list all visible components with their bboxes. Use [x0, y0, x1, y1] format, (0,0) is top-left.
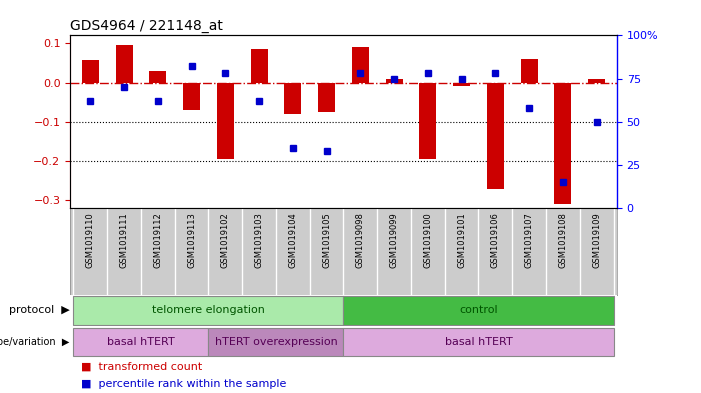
Text: control: control [459, 305, 498, 316]
Text: ■  percentile rank within the sample: ■ percentile rank within the sample [81, 379, 287, 389]
Text: GSM1019101: GSM1019101 [457, 213, 466, 268]
Text: GSM1019098: GSM1019098 [356, 213, 365, 268]
Bar [453, 83, 470, 86]
Bar [82, 60, 99, 83]
Text: GDS4964 / 221148_at: GDS4964 / 221148_at [70, 19, 223, 33]
Text: GSM1019105: GSM1019105 [322, 213, 331, 268]
Text: GSM1019107: GSM1019107 [524, 213, 533, 268]
Text: GSM1019100: GSM1019100 [423, 213, 433, 268]
Bar [251, 49, 268, 83]
Bar [343, 328, 613, 356]
Text: GSM1019113: GSM1019113 [187, 213, 196, 268]
Bar [521, 59, 538, 83]
Text: telomere elongation: telomere elongation [152, 305, 265, 316]
Text: GSM1019103: GSM1019103 [254, 213, 264, 268]
Text: GSM1019110: GSM1019110 [86, 213, 95, 268]
Bar [487, 83, 504, 189]
Text: GSM1019112: GSM1019112 [154, 213, 163, 268]
Bar [588, 79, 605, 83]
Text: ■  transformed count: ■ transformed count [81, 362, 203, 371]
Text: basal hTERT: basal hTERT [107, 337, 175, 347]
Bar [217, 83, 234, 159]
Bar [74, 296, 343, 325]
Bar [74, 328, 208, 356]
Text: GSM1019102: GSM1019102 [221, 213, 230, 268]
Text: genotype/variation  ▶: genotype/variation ▶ [0, 337, 69, 347]
Bar [116, 45, 132, 83]
Bar [285, 83, 301, 114]
Bar [386, 79, 402, 83]
Text: GSM1019111: GSM1019111 [120, 213, 128, 268]
Text: protocol  ▶: protocol ▶ [8, 305, 69, 316]
Bar [318, 83, 335, 112]
Bar [419, 83, 436, 159]
Bar [352, 47, 369, 83]
Text: GSM1019106: GSM1019106 [491, 213, 500, 268]
Bar [554, 83, 571, 204]
Bar [208, 328, 343, 356]
Text: hTERT overexpression: hTERT overexpression [215, 337, 337, 347]
Text: GSM1019109: GSM1019109 [592, 213, 601, 268]
Text: basal hTERT: basal hTERT [444, 337, 512, 347]
Text: GSM1019108: GSM1019108 [559, 213, 567, 268]
Text: GSM1019104: GSM1019104 [288, 213, 297, 268]
Text: GSM1019099: GSM1019099 [390, 213, 399, 268]
Bar [183, 83, 200, 110]
Bar [149, 71, 166, 83]
Bar [343, 296, 613, 325]
